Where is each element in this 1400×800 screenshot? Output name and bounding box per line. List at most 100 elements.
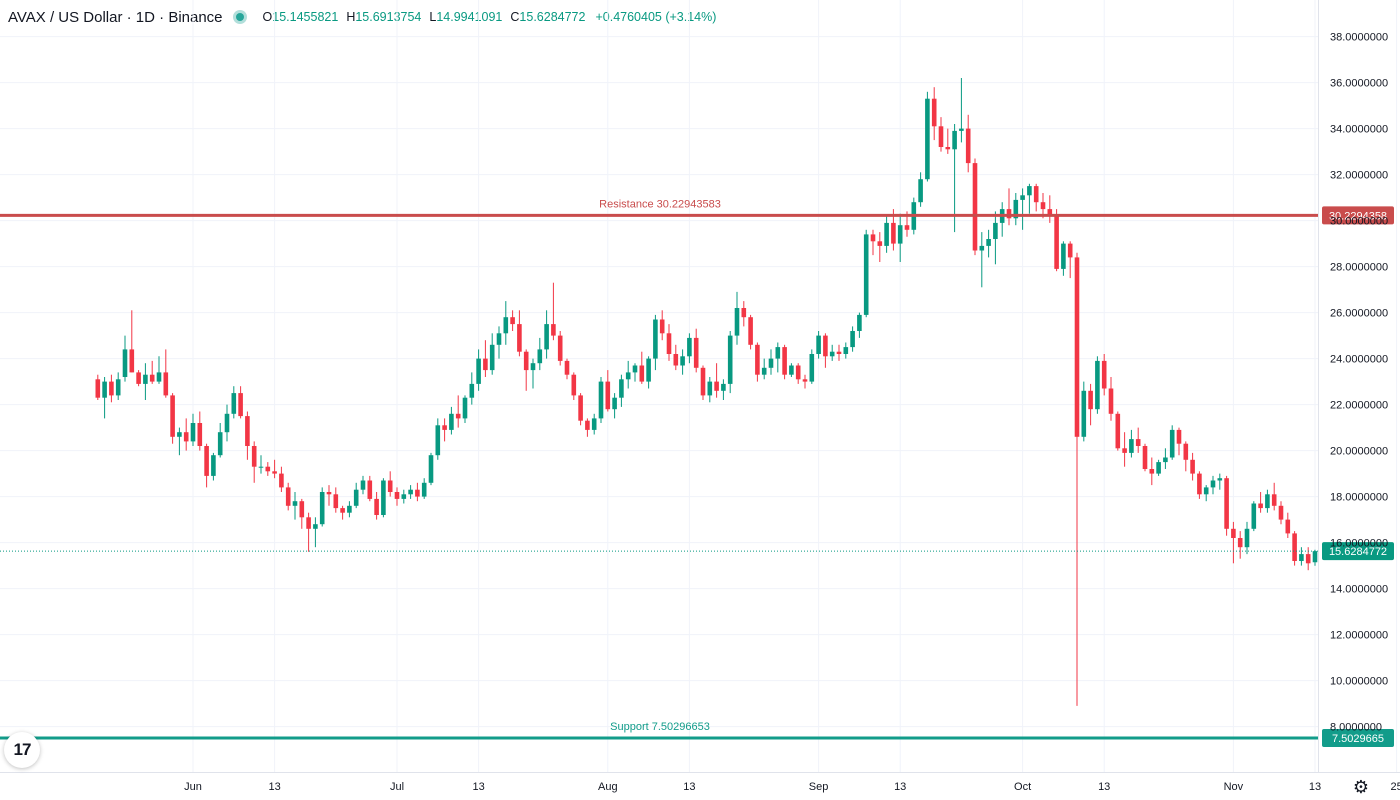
candle-body xyxy=(591,418,597,430)
tradingview-logo-icon[interactable]: 17 xyxy=(4,732,40,768)
candle-body xyxy=(1169,429,1175,458)
candle-body xyxy=(224,413,230,433)
y-tick-label: 10.0000000 xyxy=(1330,676,1388,688)
candle-body xyxy=(129,349,135,373)
candle-body xyxy=(1210,480,1216,488)
candle-body xyxy=(530,363,536,371)
candle-body xyxy=(707,381,713,396)
candle-body xyxy=(1149,469,1155,474)
candle-body xyxy=(741,308,747,318)
candle-body xyxy=(197,423,203,446)
x-tick-label: 25 xyxy=(1390,781,1400,793)
candle-body xyxy=(1292,533,1297,561)
candle-body xyxy=(95,379,101,398)
candle-body xyxy=(918,179,923,203)
candle-body xyxy=(605,381,611,410)
candle-body xyxy=(1197,473,1202,495)
candle-body xyxy=(938,126,944,147)
candle-body xyxy=(1027,186,1032,196)
candle-body xyxy=(163,372,169,396)
candle-body xyxy=(816,335,821,354)
candle-body xyxy=(1312,551,1318,563)
candle-body xyxy=(1108,388,1114,414)
candle-body xyxy=(483,358,488,371)
candle-body xyxy=(1088,390,1093,410)
candle-body xyxy=(367,480,373,499)
candle-body xyxy=(993,222,998,239)
candle-body xyxy=(381,480,386,515)
candle-body xyxy=(517,324,522,352)
candle-body xyxy=(1258,503,1263,509)
candle-body xyxy=(1190,459,1195,474)
candle-body xyxy=(802,379,808,382)
candle-body xyxy=(986,239,991,246)
symbol-title[interactable]: AVAX / US Dollar · 1D · Binance xyxy=(8,8,223,26)
candle-body xyxy=(1265,494,1270,509)
y-tick-label: 38.0000000 xyxy=(1330,32,1388,44)
candle-body xyxy=(755,344,760,375)
candle-body xyxy=(313,524,318,529)
market-status-icon[interactable] xyxy=(232,10,247,24)
candle-body xyxy=(469,383,475,398)
candle-body xyxy=(421,482,427,497)
candle-body xyxy=(503,317,509,334)
candle-body xyxy=(510,317,515,325)
candle-body xyxy=(401,494,407,499)
candle-body xyxy=(673,354,679,366)
candle-body xyxy=(231,393,237,414)
candle-body xyxy=(292,501,298,506)
candle-body xyxy=(959,128,964,131)
candle-body xyxy=(1163,457,1168,463)
candle-body xyxy=(523,351,529,371)
candle-body xyxy=(442,425,447,430)
y-tick-label: 24.0000000 xyxy=(1330,354,1388,366)
candle-body xyxy=(340,508,345,513)
candle-body xyxy=(285,487,291,506)
candle-body xyxy=(714,381,719,391)
support-label: Support 7.50296653 xyxy=(610,721,710,733)
low-label: L xyxy=(429,10,437,24)
candle-body xyxy=(1156,462,1161,474)
last-price-value: 15.6284772 xyxy=(1329,546,1387,558)
gear-icon[interactable]: ⚙ xyxy=(1352,777,1370,797)
y-tick-label: 14.0000000 xyxy=(1330,584,1388,596)
candle-body xyxy=(272,471,277,474)
resistance-label: Resistance 30.22943583 xyxy=(599,198,721,210)
candle-body xyxy=(829,351,835,357)
candle-body xyxy=(204,446,209,476)
support-axis-tag xyxy=(1322,729,1394,748)
candle-body xyxy=(904,225,910,230)
candle-body xyxy=(612,397,617,410)
x-tick-label: 13 xyxy=(894,781,906,793)
candle-body xyxy=(972,163,978,251)
candle-body xyxy=(109,381,114,396)
candle-body xyxy=(734,308,740,336)
candle-body xyxy=(1231,528,1236,538)
candle-body xyxy=(782,347,787,375)
y-tick-label: 18.0000000 xyxy=(1330,492,1388,504)
candle-body xyxy=(965,128,971,164)
candle-body xyxy=(360,480,366,490)
candle-body xyxy=(727,335,733,384)
y-tick-label: 26.0000000 xyxy=(1330,308,1388,320)
candle-body xyxy=(1285,519,1291,534)
candle-body xyxy=(245,416,250,446)
candle-body xyxy=(347,505,352,513)
x-tick-label: Aug xyxy=(598,781,618,793)
close-label: C xyxy=(510,10,520,24)
candle-body xyxy=(775,347,781,359)
high-value: 15.6913754 xyxy=(355,10,422,24)
candle-body xyxy=(1244,528,1250,548)
candle-body xyxy=(265,466,271,472)
candle-body xyxy=(1081,390,1087,437)
candle-body xyxy=(333,494,339,509)
change-value: +0.4760405 (+3.14%) xyxy=(595,10,717,24)
open-label: O xyxy=(262,10,273,24)
candle-body xyxy=(761,367,767,375)
candle-body xyxy=(632,365,638,373)
candle-body xyxy=(836,351,842,354)
candle-body xyxy=(666,333,672,354)
candle-body xyxy=(1115,413,1121,449)
candle-body xyxy=(952,130,957,150)
